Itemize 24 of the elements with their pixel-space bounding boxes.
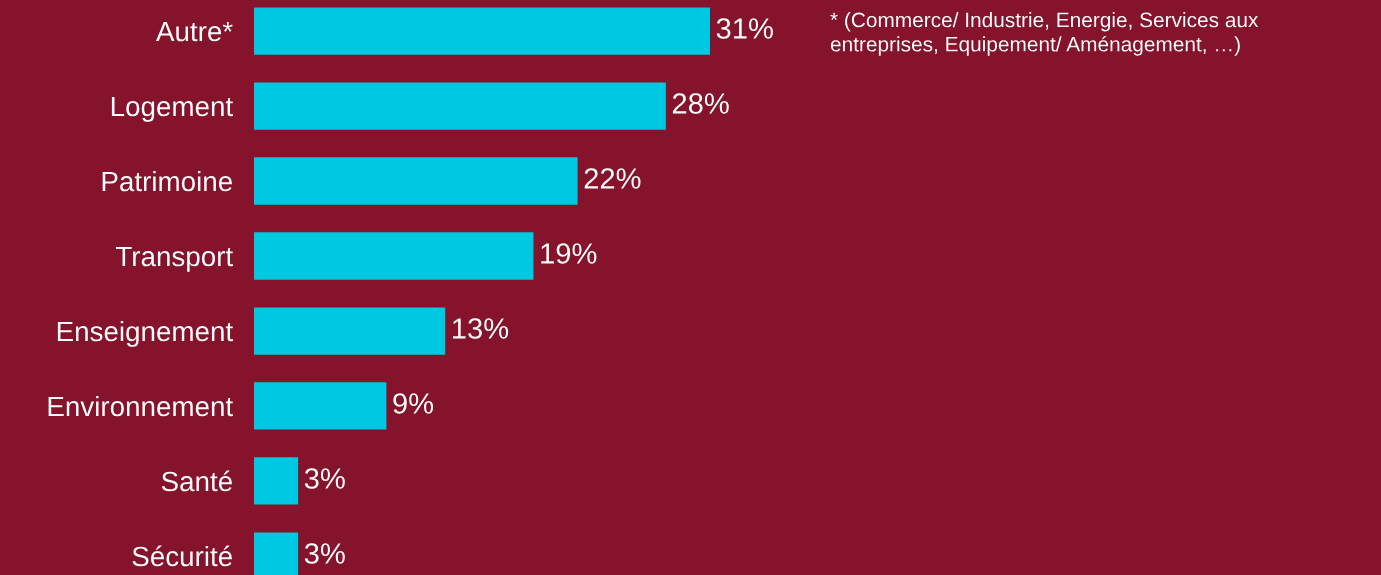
bar: [254, 457, 299, 505]
bar: [254, 232, 534, 280]
data-label: 22%: [584, 168, 641, 189]
y-tick-label: Santé: [161, 470, 232, 492]
data-label: 3%: [304, 543, 345, 564]
bar: [254, 157, 578, 205]
y-tick-label: Sécurité: [132, 545, 232, 567]
y-tick-label: Enseignement: [57, 320, 233, 347]
data-label: 28%: [672, 93, 729, 114]
y-tick-label: Patrimoine: [102, 170, 232, 192]
data-label: 9%: [393, 393, 434, 414]
y-tick-label: Transport: [115, 246, 233, 272]
bar: [254, 7, 710, 55]
y-tick-label: Logement: [111, 96, 233, 122]
bar: [254, 82, 666, 130]
data-label: 13%: [453, 318, 509, 339]
bar: [254, 382, 387, 430]
bar: [254, 307, 446, 355]
data-label: 31%: [716, 18, 773, 39]
text: * (Commerce/ Industrie, Energie, Services aux entreprises, Equipement/ Aménagement, …): [830, 12, 1259, 56]
y-tick-label: Environnement: [48, 395, 233, 417]
y-tick-label: Autre*: [156, 21, 233, 42]
data-label: 19%: [541, 243, 597, 264]
data-label: 3%: [304, 468, 345, 489]
